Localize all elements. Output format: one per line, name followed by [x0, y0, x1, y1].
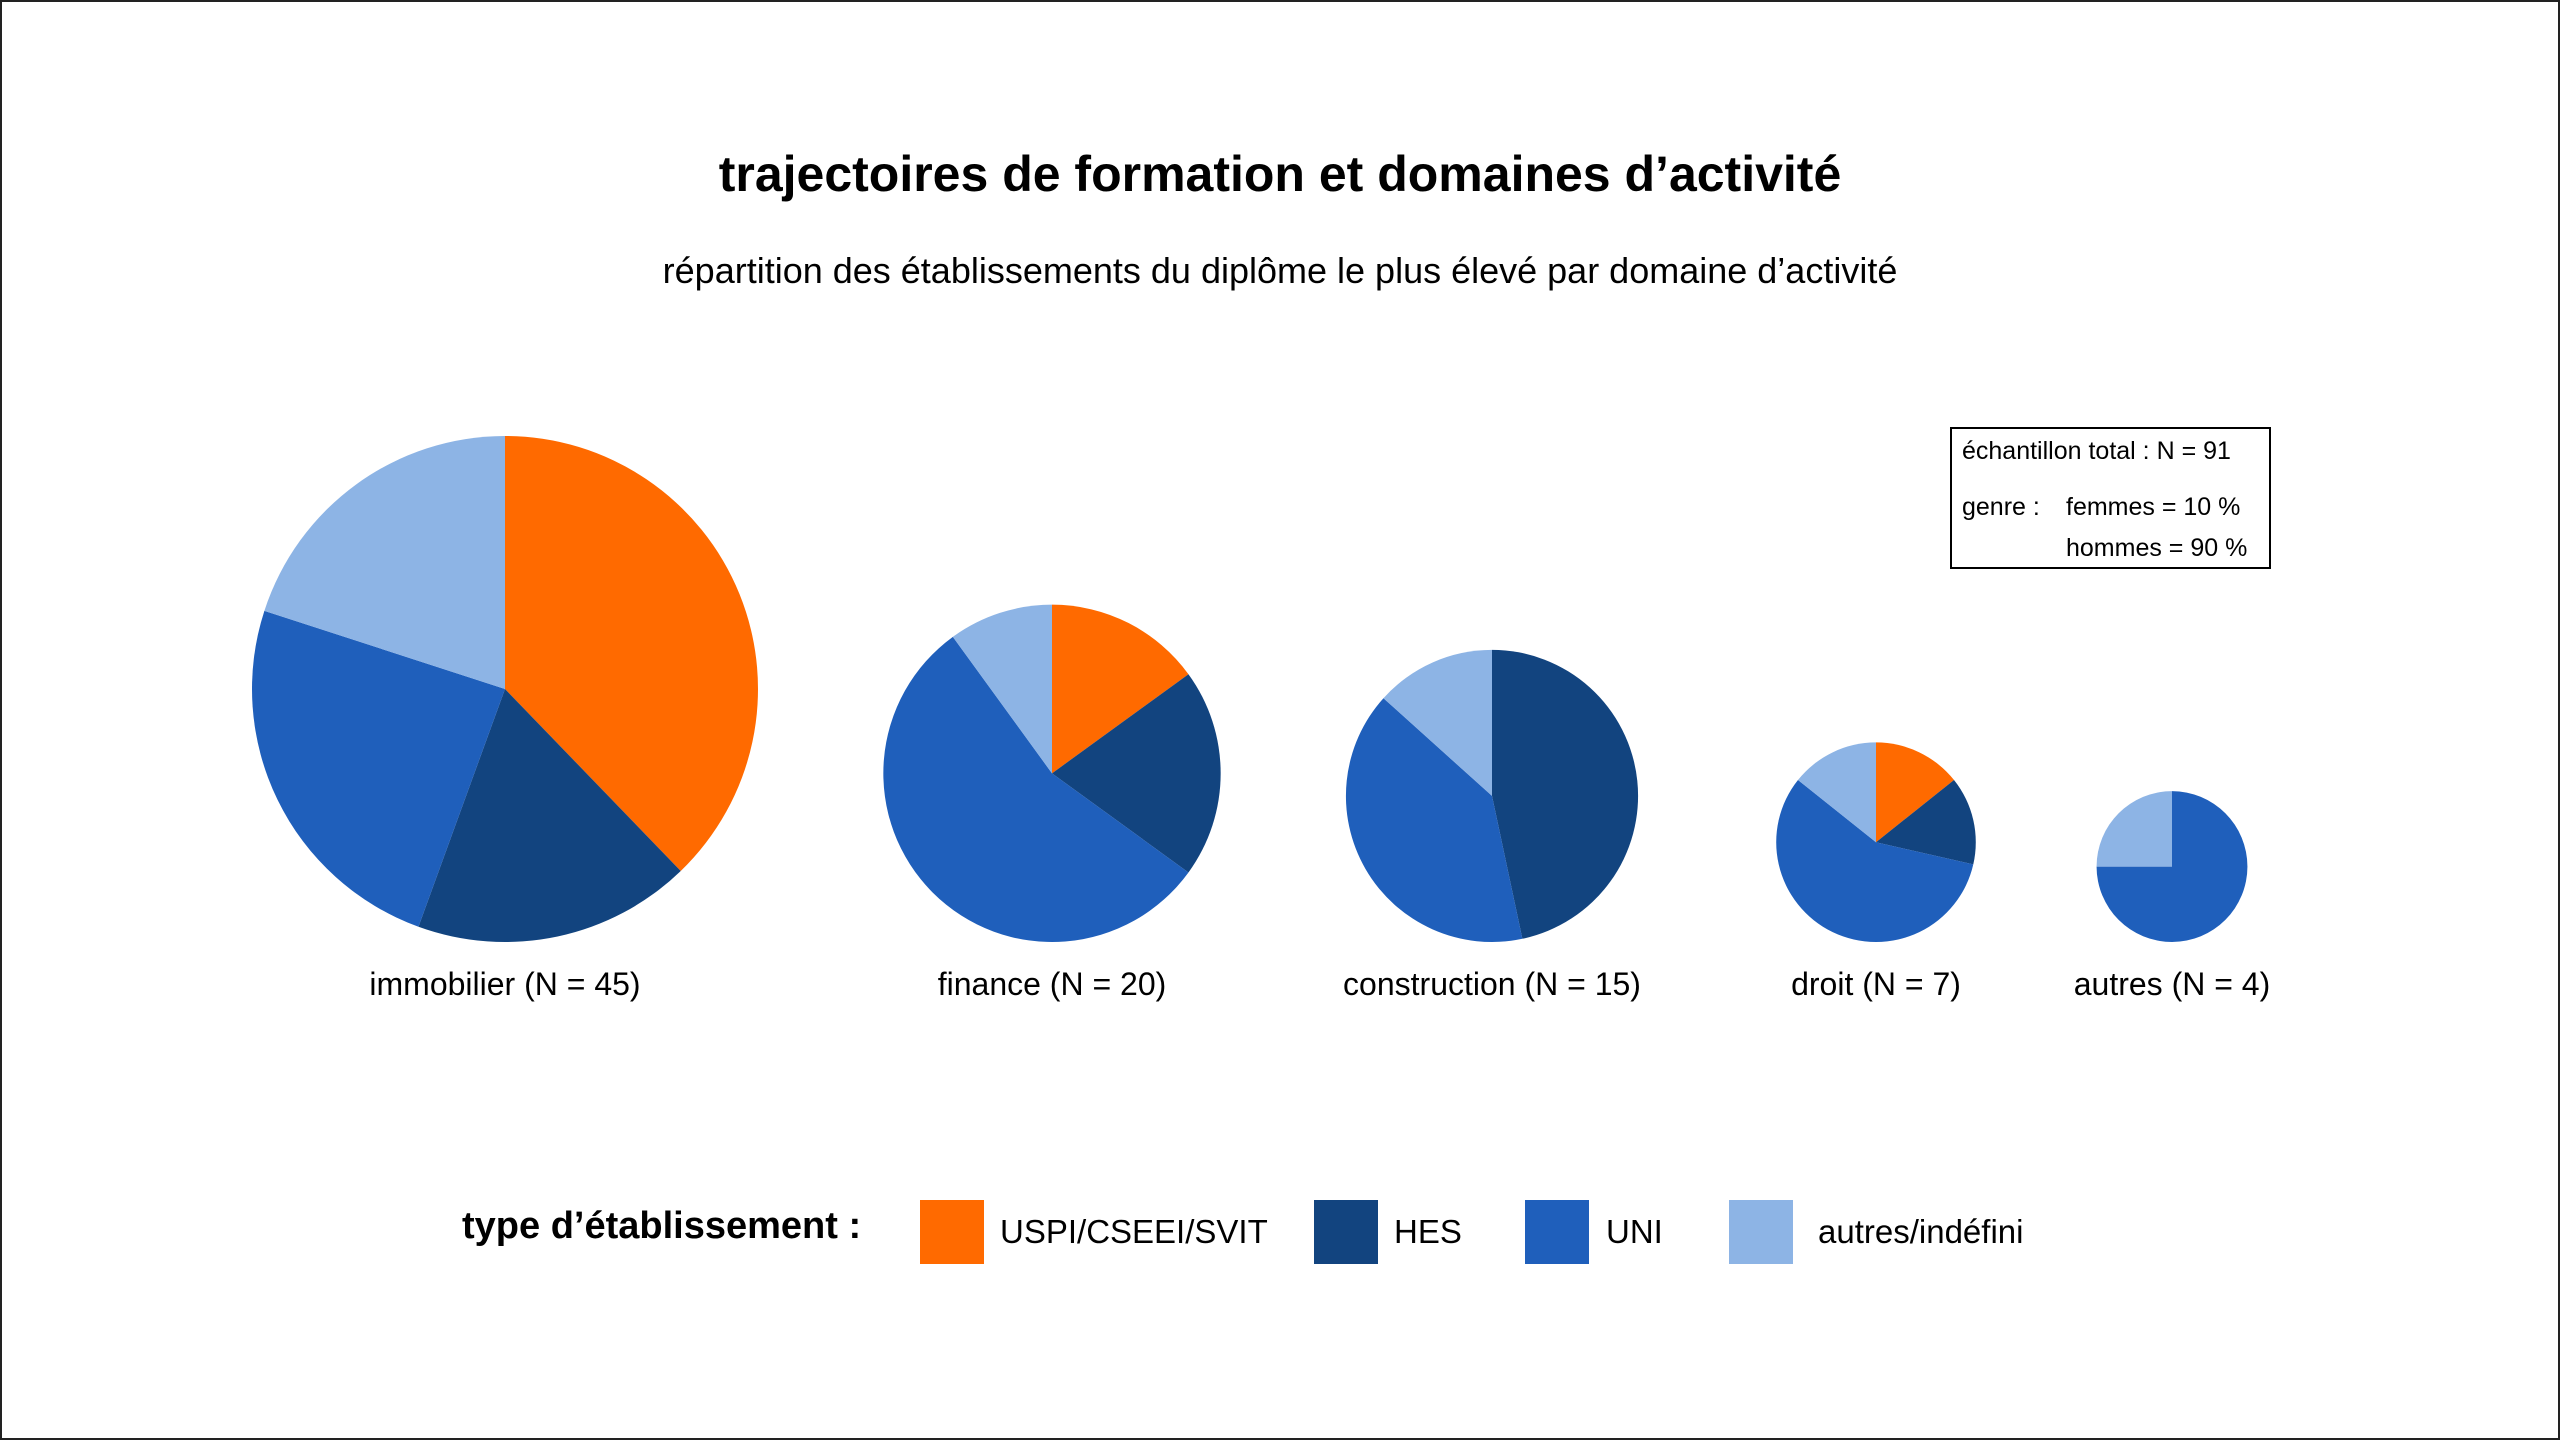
pie-3-slice-uspi: [1876, 742, 1955, 843]
legend-swatch-hes: [1314, 1200, 1378, 1264]
pie-4-slice-autres: [2096, 791, 2172, 867]
women-share-text: femmes = 10 %: [2066, 493, 2241, 521]
pie-4: [2096, 791, 2248, 943]
chart-title: trajectoires de formation et domaines d’…: [718, 146, 1842, 202]
pie-0-slice-hes: [418, 689, 681, 943]
pie-3: [1776, 742, 1976, 943]
chart-subtitle: répartition des établissements du diplôm…: [662, 250, 1898, 291]
pie-0-slice-uni: [251, 610, 505, 927]
pie-1: [883, 604, 1221, 942]
pie-0-slice-uspi: [505, 436, 758, 871]
pie-3-label: droit (N = 7): [1791, 966, 1961, 1002]
pie-1-slice-uspi: [1052, 604, 1189, 774]
pie-1-label: finance (N = 20): [938, 966, 1167, 1002]
sample-size-text: échantillon total : N = 91: [1962, 437, 2231, 465]
legend-label-uspi: USPI/CSEEI/SVIT: [1000, 1213, 1268, 1250]
pie-2-label: construction (N = 15): [1343, 966, 1641, 1002]
legend-label-hes: HES: [1394, 1213, 1462, 1250]
men-share-text: hommes = 90 %: [2066, 534, 2248, 562]
pie-1-slice-hes: [1052, 674, 1221, 873]
pie-1-slice-autres: [952, 604, 1052, 774]
sample-info-box: échantillon total : N = 91 genre : femme…: [1950, 427, 2271, 569]
pie-1-slice-uni: [883, 636, 1189, 942]
legend-title: type d’établissement :: [462, 1205, 862, 1247]
legend-swatch-uni: [1525, 1200, 1589, 1264]
pie-0-label: immobilier (N = 45): [369, 966, 640, 1002]
pie-0-slice-autres: [264, 436, 505, 689]
pie-2-slice-uni: [1345, 698, 1523, 943]
genre-label: genre :: [1962, 493, 2040, 521]
pie-0: [251, 436, 758, 943]
pie-3-slice-autres: [1797, 742, 1876, 843]
pie-3-slice-uni: [1776, 780, 1974, 943]
pie-2: [1345, 649, 1639, 943]
legend-label-uni: UNI: [1606, 1213, 1663, 1250]
legend-label-autres: autres/indéfini: [1818, 1213, 2024, 1250]
pie-2-slice-autres: [1383, 649, 1492, 796]
legend-swatch-uspi: [920, 1200, 984, 1264]
pie-2-slice-hes: [1492, 649, 1639, 939]
legend-swatch-autres: [1729, 1200, 1793, 1264]
pie-4-label: autres (N = 4): [2074, 966, 2271, 1002]
pie-3-slice-hes: [1876, 780, 1976, 865]
